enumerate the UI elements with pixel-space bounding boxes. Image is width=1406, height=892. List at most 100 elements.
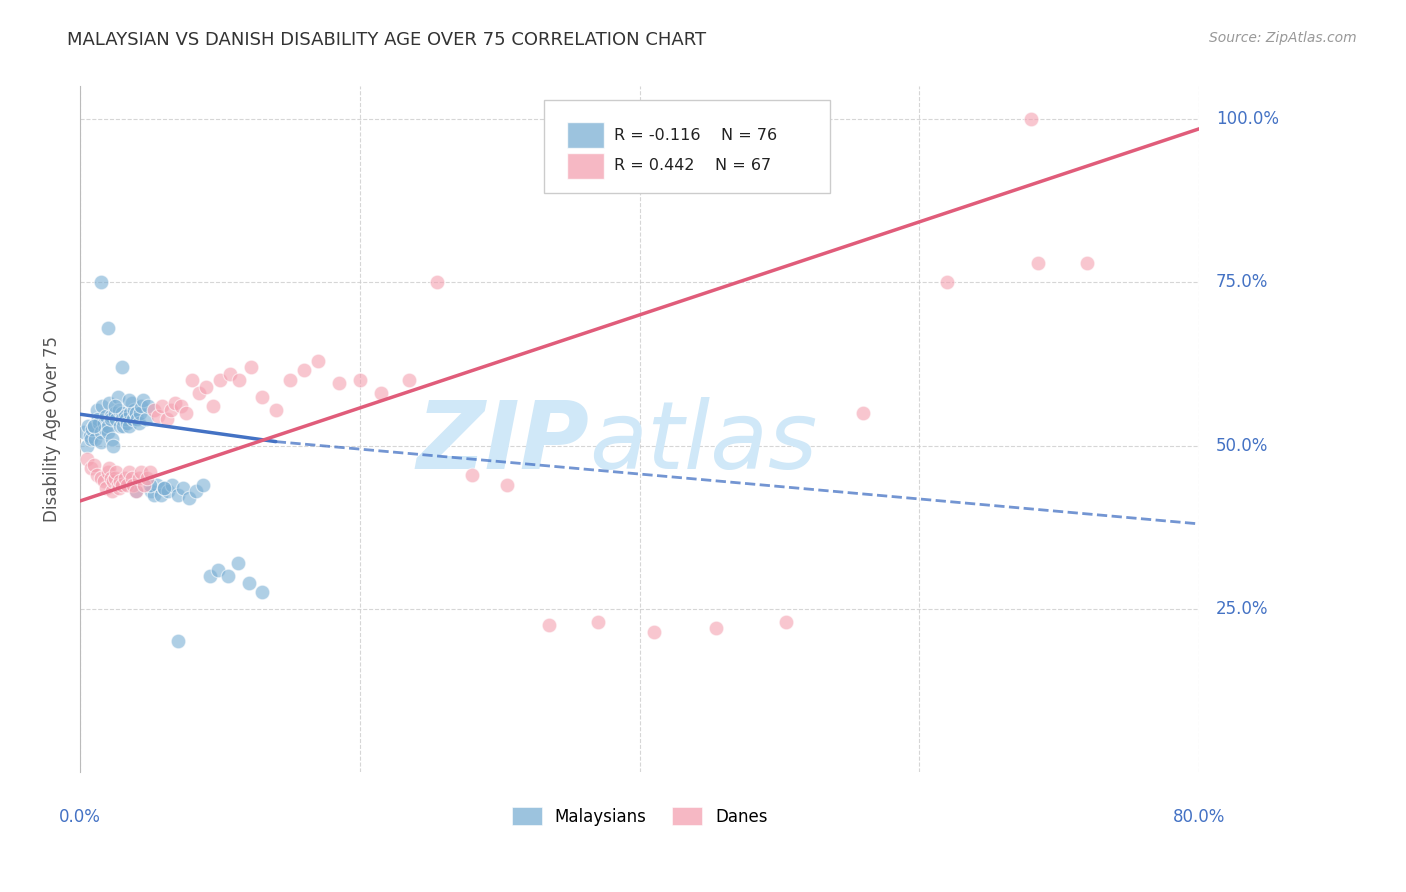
Point — [101, 432, 124, 446]
Point — [98, 461, 121, 475]
Point — [79, 428, 101, 442]
Point — [159, 402, 181, 417]
Point — [96, 409, 118, 424]
Point — [148, 409, 170, 424]
Point — [134, 477, 156, 491]
Text: 0.0%: 0.0% — [59, 808, 101, 826]
Point — [97, 321, 120, 335]
Point — [1019, 112, 1042, 126]
Point — [129, 406, 152, 420]
Point — [150, 487, 173, 501]
Point — [292, 363, 315, 377]
Point — [156, 484, 179, 499]
Point — [239, 360, 262, 375]
Point — [111, 360, 134, 375]
Point — [117, 477, 139, 491]
Point — [98, 396, 121, 410]
Point — [83, 458, 105, 472]
Point — [87, 412, 110, 426]
Point — [84, 432, 107, 446]
Point — [184, 484, 207, 499]
Point — [169, 400, 191, 414]
Point — [226, 556, 249, 570]
Point — [131, 400, 153, 414]
Text: 25.0%: 25.0% — [1216, 599, 1268, 618]
Point — [76, 438, 98, 452]
Point — [460, 467, 482, 482]
Point — [108, 481, 131, 495]
Point — [131, 465, 153, 479]
Text: 50.0%: 50.0% — [1216, 436, 1268, 455]
Point — [96, 481, 118, 495]
Point — [90, 425, 112, 440]
Point — [936, 275, 959, 289]
Point — [76, 451, 98, 466]
Point — [138, 400, 160, 414]
Point — [90, 471, 112, 485]
Point — [104, 471, 127, 485]
Y-axis label: Disability Age Over 75: Disability Age Over 75 — [44, 336, 60, 522]
Point — [124, 402, 146, 417]
Point — [105, 465, 128, 479]
Point — [278, 373, 301, 387]
Point — [207, 563, 229, 577]
Point — [163, 396, 186, 410]
Point — [228, 373, 250, 387]
Point — [89, 416, 111, 430]
FancyBboxPatch shape — [544, 100, 830, 193]
Point — [125, 484, 148, 499]
Point — [201, 400, 224, 414]
Point — [100, 412, 122, 426]
Point — [143, 402, 166, 417]
Point — [127, 412, 149, 426]
Point — [852, 406, 875, 420]
Point — [139, 465, 162, 479]
Point — [370, 386, 392, 401]
Point — [94, 422, 117, 436]
Text: 100.0%: 100.0% — [1216, 110, 1279, 128]
Point — [110, 475, 132, 489]
Point — [118, 392, 141, 407]
Point — [238, 575, 260, 590]
Point — [132, 392, 155, 407]
Point — [307, 353, 329, 368]
Point — [139, 477, 162, 491]
Point — [73, 425, 96, 440]
Point — [180, 373, 202, 387]
Point — [198, 569, 221, 583]
Point — [1026, 255, 1049, 269]
Point — [191, 477, 214, 491]
Point — [194, 380, 217, 394]
Point — [104, 400, 127, 414]
Point — [217, 569, 239, 583]
Point — [91, 400, 114, 414]
Point — [125, 406, 148, 420]
Point — [118, 465, 141, 479]
Point — [100, 471, 122, 485]
Text: Source: ZipAtlas.com: Source: ZipAtlas.com — [1209, 31, 1357, 45]
Point — [122, 477, 145, 491]
Point — [250, 585, 273, 599]
Point — [1076, 255, 1098, 269]
Point — [153, 481, 176, 495]
Text: MALAYSIAN VS DANISH DISABILITY AGE OVER 75 CORRELATION CHART: MALAYSIAN VS DANISH DISABILITY AGE OVER … — [67, 31, 707, 49]
Point — [426, 275, 449, 289]
Point — [166, 487, 188, 501]
Point — [349, 373, 371, 387]
Point — [218, 367, 240, 381]
Point — [120, 406, 142, 420]
Point — [107, 477, 129, 491]
Point — [160, 477, 183, 491]
Text: 80.0%: 80.0% — [1173, 808, 1226, 826]
Point — [172, 481, 194, 495]
Point — [118, 419, 141, 434]
Text: ZIP: ZIP — [416, 397, 589, 489]
Point — [111, 412, 134, 426]
Point — [177, 491, 200, 505]
Point — [141, 484, 163, 499]
Point — [706, 621, 728, 635]
Point — [86, 467, 108, 482]
Point — [97, 419, 120, 434]
Point — [97, 425, 120, 440]
FancyBboxPatch shape — [567, 122, 603, 148]
